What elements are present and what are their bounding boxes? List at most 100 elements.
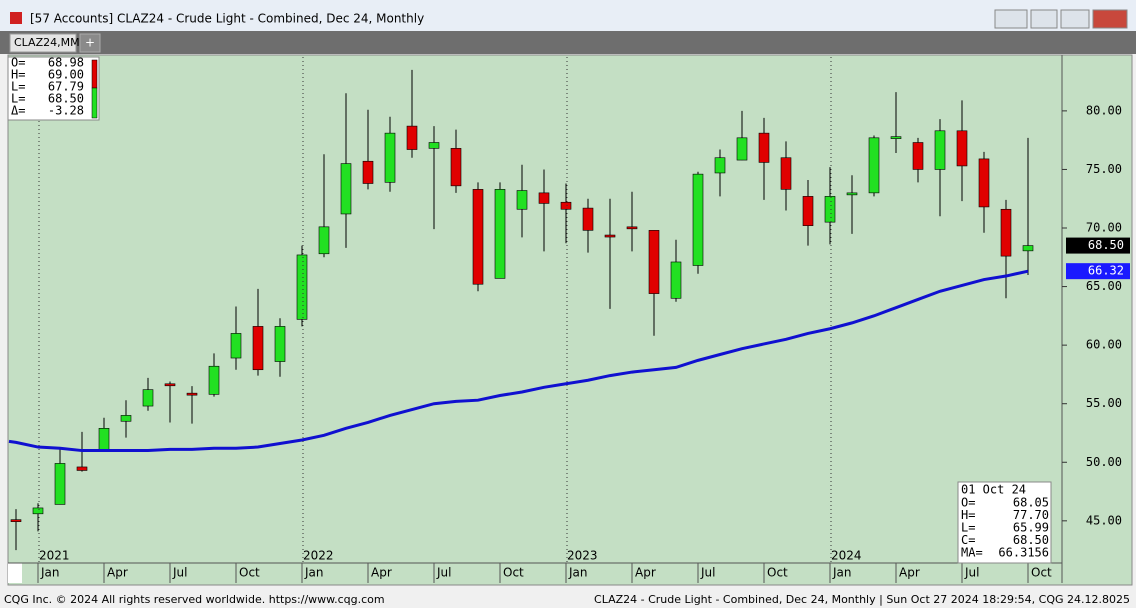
footer-left: CQG Inc. © 2024 All rights reserved worl… bbox=[4, 593, 385, 606]
month-label: Jan bbox=[832, 566, 852, 580]
month-label: Oct bbox=[239, 566, 260, 580]
candle-body bbox=[384, 132, 396, 183]
candle-body bbox=[604, 234, 616, 238]
y-tick-label: 80.00 bbox=[1086, 103, 1122, 117]
panel-key: O= bbox=[11, 56, 25, 70]
last-ma-label: 66.32 bbox=[1088, 264, 1124, 278]
candle-body bbox=[758, 132, 770, 163]
candle-body bbox=[340, 163, 352, 215]
candle-body bbox=[934, 130, 946, 170]
candle-body bbox=[54, 463, 66, 505]
y-tick-label: 60.00 bbox=[1086, 338, 1122, 352]
candle-body bbox=[362, 160, 374, 184]
plot bbox=[8, 69, 1034, 551]
link-button[interactable] bbox=[994, 9, 1028, 29]
candle-body bbox=[32, 507, 44, 515]
panel-bar-red bbox=[91, 59, 98, 89]
year-label: 2022 bbox=[303, 549, 334, 563]
candle-body bbox=[120, 415, 132, 422]
candle-body bbox=[736, 137, 748, 161]
candle-body bbox=[406, 125, 418, 150]
panel-value: 69.00 bbox=[48, 68, 84, 82]
month-label: Apr bbox=[899, 566, 920, 580]
tab[interactable] bbox=[9, 33, 77, 53]
month-label: Jul bbox=[700, 566, 715, 580]
y-tick-label: 75.00 bbox=[1086, 162, 1122, 176]
candle-body bbox=[164, 383, 176, 387]
candle-body bbox=[956, 130, 968, 167]
panel-key: H= bbox=[961, 508, 975, 522]
bar-date: 01 Oct 24 bbox=[961, 483, 1026, 497]
panel-key: L= bbox=[961, 521, 975, 535]
candle-body bbox=[252, 326, 264, 371]
bar-panel bbox=[957, 481, 1052, 564]
candle-body bbox=[890, 136, 902, 139]
candle-body bbox=[538, 192, 550, 204]
candle-body bbox=[450, 148, 462, 187]
candle-body bbox=[142, 389, 154, 407]
panel-value: 68.98 bbox=[48, 56, 84, 70]
tab-bar bbox=[0, 31, 1136, 54]
y-tick-label: 50.00 bbox=[1086, 455, 1122, 469]
candle-body bbox=[978, 158, 990, 208]
candle-body bbox=[1022, 245, 1034, 252]
year-label: 2023 bbox=[567, 549, 598, 563]
title-bar bbox=[0, 0, 1136, 31]
panel-value: 65.99 bbox=[1013, 521, 1049, 535]
y-tick-label: 65.00 bbox=[1086, 279, 1122, 293]
month-label: Apr bbox=[371, 566, 392, 580]
last-close-label: 68.50 bbox=[1088, 238, 1124, 252]
panel-key: Δ= bbox=[11, 104, 25, 118]
minimize-button[interactable] bbox=[1030, 9, 1058, 29]
close-button[interactable] bbox=[1092, 9, 1128, 29]
panel-value: 68.50 bbox=[1013, 533, 1049, 547]
panel-value: -3.28 bbox=[48, 104, 84, 118]
candle-body bbox=[230, 333, 242, 359]
candle-body bbox=[10, 519, 22, 522]
add-tab-label: + bbox=[85, 36, 95, 50]
candle-body bbox=[560, 201, 572, 210]
candle-body bbox=[648, 230, 660, 294]
window-title: [57 Accounts] CLAZ24 - Crude Light - Com… bbox=[30, 12, 424, 26]
footer-right: CLAZ24 - Crude Light - Combined, Dec 24,… bbox=[594, 593, 1130, 606]
candle-body bbox=[76, 466, 88, 471]
candle-body bbox=[1000, 208, 1012, 257]
month-label: Oct bbox=[503, 566, 524, 580]
panel-value: 66.3156 bbox=[998, 546, 1049, 560]
scroll-box bbox=[8, 563, 22, 583]
month-label: Apr bbox=[635, 566, 656, 580]
candle-body bbox=[494, 189, 506, 279]
panel-value: 68.50 bbox=[48, 92, 84, 106]
candle-body bbox=[186, 392, 198, 396]
candle-body bbox=[428, 142, 440, 149]
last-close-box bbox=[1066, 237, 1130, 254]
y-tick-label: 70.00 bbox=[1086, 221, 1122, 235]
year-label: 2021 bbox=[39, 549, 70, 563]
month-label: Oct bbox=[1031, 566, 1052, 580]
candle-body bbox=[868, 137, 880, 194]
month-label: Jul bbox=[172, 566, 187, 580]
month-label: Oct bbox=[767, 566, 788, 580]
last-ma-box bbox=[1066, 263, 1130, 280]
maximize-button[interactable] bbox=[1060, 9, 1090, 29]
candle-body bbox=[714, 157, 726, 174]
year-label: 2024 bbox=[831, 549, 862, 563]
candle-body bbox=[472, 189, 484, 285]
candle-body bbox=[670, 261, 682, 299]
candle-body bbox=[582, 207, 594, 231]
cursor-panel bbox=[7, 56, 100, 121]
candle-body bbox=[824, 196, 836, 223]
candle-body bbox=[780, 157, 792, 190]
y-tick-label: 45.00 bbox=[1086, 513, 1122, 527]
candle-body bbox=[846, 192, 858, 196]
month-label: Apr bbox=[107, 566, 128, 580]
candle-body bbox=[516, 190, 528, 210]
candle-body bbox=[692, 173, 704, 266]
candle-body bbox=[912, 142, 924, 170]
add-tab-button[interactable] bbox=[79, 33, 101, 53]
candle-body bbox=[802, 196, 814, 226]
month-label: Jan bbox=[40, 566, 60, 580]
panel-key: L= bbox=[11, 92, 25, 106]
month-label: Jul bbox=[964, 566, 979, 580]
